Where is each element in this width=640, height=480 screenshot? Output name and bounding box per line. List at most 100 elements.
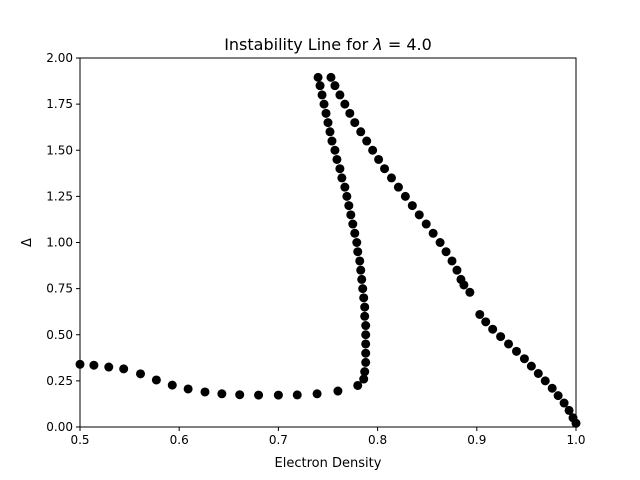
data-point — [386, 173, 396, 183]
data-point — [340, 99, 350, 109]
data-point — [183, 384, 193, 394]
data-point — [335, 90, 345, 100]
data-point — [540, 376, 550, 386]
data-point — [326, 72, 336, 82]
data-point — [559, 398, 569, 408]
data-point — [356, 265, 366, 275]
x-tick-label: 0.7 — [269, 433, 288, 447]
data-point — [362, 136, 372, 146]
data-point — [352, 238, 362, 247]
data-point — [356, 127, 366, 137]
data-point — [526, 361, 536, 371]
data-point — [355, 256, 365, 266]
data-point — [317, 90, 327, 100]
data-points — [75, 72, 581, 428]
data-point — [350, 228, 360, 238]
data-point — [441, 247, 451, 257]
data-point — [496, 332, 506, 342]
data-point — [360, 311, 370, 321]
data-point — [359, 374, 369, 384]
data-point — [315, 81, 325, 91]
data-point — [342, 191, 352, 201]
data-point — [511, 346, 521, 356]
data-point — [344, 201, 354, 211]
data-point — [393, 182, 403, 192]
data-point — [353, 247, 363, 257]
data-point — [504, 339, 514, 349]
data-point — [200, 387, 210, 397]
data-point — [319, 99, 329, 109]
x-tick-label: 0.6 — [170, 433, 189, 447]
y-tick-label: 0.25 — [46, 374, 73, 388]
data-point — [348, 219, 358, 229]
data-point — [333, 386, 343, 396]
data-point — [337, 173, 347, 183]
data-point — [151, 375, 161, 385]
data-point — [325, 127, 335, 137]
data-point — [547, 383, 557, 393]
x-tick-label: 0.9 — [467, 433, 486, 447]
data-point — [345, 108, 355, 118]
data-point — [119, 364, 129, 374]
data-point — [330, 81, 340, 91]
data-point — [330, 145, 340, 155]
data-point — [335, 164, 345, 174]
data-point — [421, 219, 431, 229]
data-point — [360, 367, 370, 377]
data-point — [359, 293, 369, 303]
data-point — [332, 154, 342, 164]
data-point — [361, 348, 371, 358]
data-point — [346, 210, 356, 220]
data-point — [217, 389, 227, 399]
data-point — [407, 201, 417, 211]
data-point — [361, 321, 371, 331]
data-point — [481, 317, 491, 327]
data-point — [428, 228, 438, 238]
data-point — [564, 405, 574, 415]
data-point — [459, 280, 469, 290]
data-point — [327, 136, 337, 146]
data-point — [323, 118, 333, 128]
data-point — [380, 164, 390, 174]
data-point — [519, 354, 529, 364]
data-point — [361, 339, 371, 349]
data-point — [136, 369, 146, 379]
data-point — [340, 182, 350, 192]
data-point — [400, 191, 410, 201]
chart-title-suffix: = 4.0 — [383, 35, 432, 54]
data-point — [350, 118, 360, 128]
data-point — [360, 302, 370, 312]
data-point — [254, 390, 264, 400]
data-point — [357, 274, 367, 284]
data-point — [553, 391, 563, 401]
data-point — [374, 154, 384, 164]
data-point — [533, 369, 543, 378]
data-point — [361, 330, 371, 340]
y-tick-label: 1.50 — [46, 143, 73, 157]
y-tick-label: 1.25 — [46, 189, 73, 203]
data-point — [488, 324, 498, 334]
x-axis-ticks: 0.5 0.6 0.7 0.8 0.9 1.0 — [70, 427, 586, 447]
data-point — [313, 72, 323, 82]
y-tick-label: 2.00 — [46, 51, 73, 65]
data-point — [321, 108, 331, 118]
x-tick-label: 0.8 — [368, 433, 387, 447]
data-point — [312, 389, 322, 399]
chart-title-symbol: λ — [372, 35, 382, 54]
data-point — [414, 210, 424, 220]
y-tick-label: 0.75 — [46, 282, 73, 296]
data-point — [167, 380, 177, 390]
y-tick-label: 1.00 — [46, 236, 73, 250]
data-point — [368, 145, 378, 155]
data-point — [89, 360, 99, 370]
data-point — [435, 238, 445, 247]
x-tick-label: 1.0 — [566, 433, 585, 447]
data-point — [465, 287, 475, 297]
y-axis-label: Δ — [20, 238, 35, 247]
y-axis-ticks: 0.00 0.25 0.50 0.75 1.00 1.25 1.50 1.75 2.00 — [46, 51, 80, 434]
data-point — [235, 390, 245, 400]
x-tick-label: 0.5 — [70, 433, 89, 447]
chart-title: Instability Line for λ = 4.0 — [224, 35, 432, 54]
